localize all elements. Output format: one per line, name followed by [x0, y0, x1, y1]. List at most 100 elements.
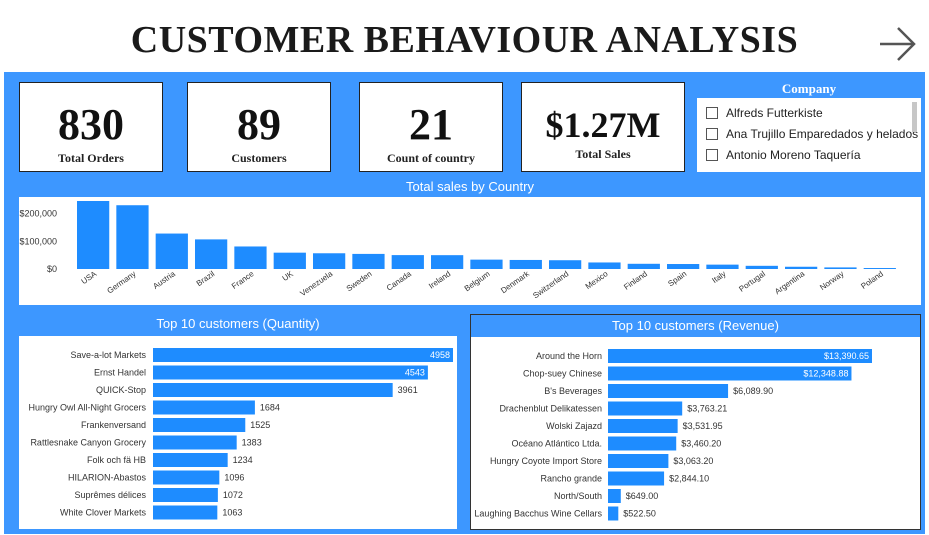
bar[interactable] [608, 366, 852, 381]
data-label: 1234 [233, 455, 253, 465]
bar[interactable] [153, 453, 228, 467]
y-tick-label: $100,000 [19, 236, 57, 246]
bar[interactable] [667, 264, 700, 269]
data-label: 1684 [260, 403, 280, 413]
bar[interactable] [608, 419, 678, 433]
kpi-value: 830 [58, 100, 124, 149]
data-label: 1063 [222, 508, 242, 518]
category-label: Wolski Zajazd [546, 421, 602, 431]
bar[interactable] [824, 267, 857, 269]
kpi-label: Count of country [386, 151, 475, 165]
data-label: 3961 [398, 385, 418, 395]
bar[interactable] [195, 239, 228, 269]
bar[interactable] [153, 470, 220, 485]
x-tick-label: France [230, 269, 256, 291]
data-label: $3,460.20 [681, 439, 721, 449]
bar[interactable] [706, 264, 739, 269]
x-tick-label: Poland [859, 269, 885, 291]
x-tick-label: Sweden [345, 269, 374, 293]
revenue-chart-title: Top 10 customers (Revenue) [471, 315, 920, 337]
country-sales-chart: $0 $100,000 $200,000 USA Germany Austria Brazi… [19, 197, 921, 305]
x-tick-label: Spain [666, 269, 688, 288]
bar[interactable] [153, 435, 237, 450]
bar[interactable] [608, 506, 619, 521]
x-tick-label: Brazil [195, 269, 217, 288]
bar[interactable] [273, 252, 306, 269]
bar[interactable] [509, 259, 542, 269]
bar[interactable] [608, 349, 872, 363]
arrow-right-icon[interactable] [876, 24, 920, 64]
bar[interactable] [745, 265, 778, 269]
category-label: Hungry Coyote Import Store [490, 456, 602, 466]
bar[interactable] [234, 246, 267, 269]
bar[interactable] [153, 505, 218, 520]
category-label: Around the Horn [536, 351, 602, 361]
bar[interactable] [153, 383, 393, 397]
country-sales-svg: $0 $100,000 $200,000 USA Germany Austria Brazi… [19, 200, 896, 300]
data-label: $13,390.65 [824, 351, 869, 361]
category-label: Rattlesnake Canyon Grocery [30, 438, 146, 448]
bar[interactable] [608, 489, 621, 503]
bar[interactable] [470, 259, 503, 269]
data-label: 1096 [224, 473, 244, 483]
bar[interactable] [153, 365, 428, 380]
bar[interactable] [608, 384, 729, 398]
bar[interactable] [588, 262, 621, 269]
bar[interactable] [77, 200, 110, 269]
bar[interactable] [785, 266, 818, 269]
data-label: 1072 [223, 490, 243, 500]
kpi-count-of-country: 21 Count of country [359, 82, 503, 172]
x-tick-label: Mexico [584, 269, 610, 291]
checkbox[interactable] [706, 127, 718, 140]
slicer-title: Company [697, 80, 921, 98]
x-tick-label: Portugal [737, 269, 767, 294]
y-tick-label: $200,000 [19, 209, 57, 219]
category-label: North/South [554, 491, 602, 501]
category-label: Océano Atlántico Ltda. [511, 439, 602, 449]
bar[interactable] [431, 255, 464, 269]
x-tick-label: Argentina [773, 269, 807, 296]
bar[interactable] [608, 401, 683, 416]
bar[interactable] [863, 268, 896, 269]
category-label: Chop-suey Chinese [523, 369, 602, 379]
x-tick-label: Venezuela [298, 269, 334, 298]
category-label: White Clover Markets [60, 508, 147, 518]
page-title: CUSTOMER BEHAVIOUR ANALYSIS [130, 19, 799, 61]
bar[interactable] [153, 488, 218, 502]
bar[interactable] [313, 253, 346, 269]
category-label: Laughing Bacchus Wine Cellars [474, 509, 602, 519]
quantity-chart: Save-a-lot Markets 4958 Ernst Handel 4543 QU… [19, 336, 457, 529]
category-label: Ernst Handel [94, 368, 146, 378]
slicer-item[interactable]: Antonio Moreno Taquería [697, 144, 921, 165]
data-label: $3,763.21 [687, 404, 727, 414]
bar[interactable] [153, 348, 453, 362]
bar[interactable] [608, 436, 677, 451]
x-tick-label: Denmark [499, 269, 532, 296]
x-tick-label: Austria [151, 269, 177, 291]
kpi-label: Customers [231, 151, 287, 165]
bar[interactable] [549, 260, 582, 269]
checkbox[interactable] [706, 106, 718, 119]
bar[interactable] [116, 205, 149, 269]
data-label: 1383 [242, 438, 262, 448]
slicer-item[interactable]: Alfreds Futterkiste [697, 102, 921, 123]
company-slicer: Company Alfreds Futterkiste Ana Trujillo… [697, 80, 921, 172]
slicer-list: Alfreds Futterkiste Ana Trujillo Empared… [697, 98, 921, 172]
x-tick-label: UK [281, 269, 296, 283]
slicer-scrollbar[interactable] [912, 102, 917, 132]
category-label: Hungry Owl All-Night Grocers [28, 403, 146, 413]
bar[interactable] [155, 233, 188, 269]
bar[interactable] [627, 263, 660, 269]
data-label: $649.00 [626, 491, 659, 501]
bar[interactable] [608, 454, 669, 468]
x-tick-label: Canada [385, 269, 414, 293]
bar[interactable] [391, 255, 424, 269]
bar[interactable] [352, 253, 385, 269]
bar[interactable] [608, 471, 665, 486]
slicer-item-label: Antonio Moreno Taquería [726, 147, 861, 162]
x-tick-label: Ireland [427, 269, 452, 290]
checkbox[interactable] [706, 148, 718, 161]
bar[interactable] [153, 400, 255, 415]
bar[interactable] [153, 418, 246, 432]
slicer-item[interactable]: Ana Trujillo Emparedados y helados [697, 123, 921, 144]
